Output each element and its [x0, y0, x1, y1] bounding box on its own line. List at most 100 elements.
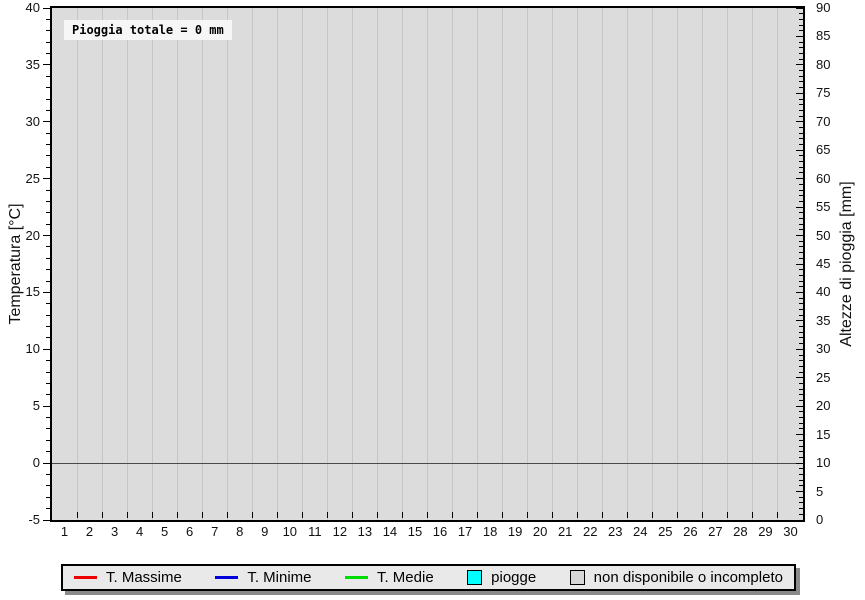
day-gridline: [602, 8, 604, 520]
day-gridline: [777, 8, 779, 520]
left-axis-tick: [46, 337, 50, 339]
right-axis-tick: [799, 189, 803, 191]
left-axis-tick: [46, 314, 50, 316]
day-gridline: [376, 8, 378, 520]
right-axis-tick: [796, 178, 803, 180]
day-gridline: [477, 8, 479, 520]
right-axis-tick: [796, 519, 803, 521]
right-axis-tick: [799, 200, 803, 202]
day-gridline: [126, 8, 128, 520]
right-axis-tick: [799, 58, 803, 60]
x-tick-label: 24: [633, 524, 648, 539]
left-axis-tick: [43, 462, 50, 464]
legend-label: T. Massime: [106, 569, 182, 586]
left-axis-tick: [46, 223, 50, 225]
x-tick: [301, 512, 303, 518]
left-axis-tick: [46, 496, 50, 498]
day-gridline: [527, 8, 529, 520]
x-tick: [427, 512, 428, 518]
left-axis-tick: [46, 200, 50, 202]
x-tick: [126, 512, 128, 518]
right-axis-tick: [796, 320, 803, 322]
right-axis-tick: [799, 53, 803, 54]
day-gridline: [251, 8, 253, 520]
x-tick-label: 10: [282, 524, 298, 539]
right-axis-tick-label: 40: [816, 284, 831, 300]
right-axis-tick: [796, 235, 803, 237]
x-tick-label: 14: [382, 524, 398, 539]
left-axis-tick: [46, 485, 50, 487]
right-axis-tick: [799, 195, 803, 197]
right-axis-tick: [799, 502, 803, 504]
right-axis-tick-label: 10: [816, 455, 831, 471]
left-axis-tick: [46, 18, 50, 20]
x-tick: [326, 512, 328, 518]
right-axis-tick: [799, 360, 803, 362]
right-axis-tick: [799, 155, 803, 157]
right-axis-tick: [796, 7, 803, 9]
right-axis-tick: [799, 161, 803, 163]
left-axis-tick: [46, 98, 50, 100]
left-axis-title: Temperatura [°C]: [7, 203, 24, 325]
right-axis-tick: [796, 64, 803, 66]
right-axis-tick: [796, 377, 803, 379]
day-gridline: [552, 8, 554, 520]
right-axis-tick-label: 25: [816, 369, 831, 385]
right-axis-tick: [796, 121, 803, 123]
right-axis-tick: [799, 411, 803, 413]
left-axis-tick: [46, 246, 50, 248]
x-tick-label: 1: [60, 524, 69, 539]
left-axis-tick: [46, 428, 50, 430]
right-axis-tick: [799, 30, 803, 32]
x-tick: [752, 512, 754, 518]
day-gridline: [326, 8, 328, 520]
left-axis-tick: [46, 473, 50, 475]
x-tick-label: 18: [482, 524, 498, 539]
right-axis-tick: [799, 422, 803, 424]
right-axis-tick-label: 30: [816, 341, 831, 357]
day-gridline: [752, 8, 754, 520]
day-gridline: [351, 8, 353, 520]
left-axis-tick-label: 40: [25, 0, 40, 15]
day-gridline: [652, 8, 654, 520]
x-tick: [602, 512, 604, 518]
right-axis-tick: [799, 468, 803, 470]
right-axis-tick: [799, 343, 803, 345]
t-minime-line-icon: [215, 576, 239, 579]
right-axis-tick: [799, 115, 803, 117]
left-axis-tick: [46, 508, 50, 510]
right-axis-tick: [796, 35, 803, 37]
day-gridline: [627, 8, 629, 520]
left-axis-tick: [46, 212, 50, 214]
day-gridline: [101, 8, 103, 520]
left-axis-tick: [43, 519, 50, 521]
day-gridline: [201, 8, 203, 520]
day-gridline: [452, 8, 454, 520]
right-axis-tick: [799, 303, 803, 305]
non-disponibile-swatch-icon: [569, 570, 585, 585]
right-axis-tick: [799, 70, 803, 72]
right-axis-tick: [799, 439, 803, 441]
right-axis-tick: [799, 496, 803, 498]
x-tick: [101, 512, 103, 518]
right-axis-tick: [799, 388, 803, 390]
x-tick: [677, 512, 679, 518]
right-axis-tick: [799, 479, 803, 481]
left-axis-tick-label: 0: [32, 455, 40, 471]
x-tick-label: 22: [582, 524, 598, 539]
right-axis-tick: [796, 348, 803, 350]
right-axis-tick: [799, 445, 803, 447]
x-tick: [652, 512, 654, 518]
day-gridline: [727, 8, 729, 520]
x-tick-label: 20: [532, 524, 548, 539]
x-tick-label: 7: [211, 524, 219, 539]
right-axis-tick-label: 35: [816, 312, 831, 328]
right-axis-title: Altezze di pioggia [mm]: [838, 181, 855, 347]
left-axis-tick: [46, 132, 50, 134]
left-axis-tick: [43, 64, 50, 66]
legend-item-piogge: piogge: [467, 569, 536, 586]
legend-item-t-minime: T. Minime: [215, 569, 312, 586]
left-axis-tick: [46, 326, 50, 328]
left-axis-tick-label: 10: [25, 341, 40, 357]
